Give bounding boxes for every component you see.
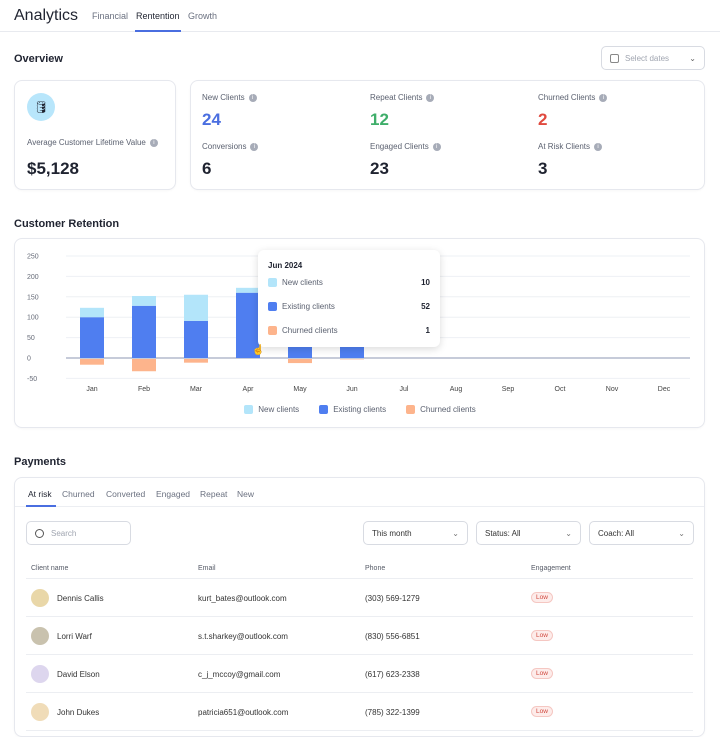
avatar — [31, 627, 49, 645]
tabs-divider — [15, 506, 704, 507]
bar-churned-clients — [288, 359, 312, 363]
cell-phone: (303) 569-1279 — [365, 594, 420, 603]
tooltip-label: Churned clients — [282, 326, 338, 335]
chart-legend: New clients Existing clients Churned clien… — [0, 405, 720, 414]
legend-item[interactable]: New clients — [244, 405, 299, 414]
x-tick-label: Mar — [190, 386, 203, 393]
x-tick-label: Jan — [86, 386, 97, 393]
x-tick-label: Dec — [658, 386, 671, 393]
y-tick-label: -50 — [27, 376, 37, 383]
avatar — [31, 703, 49, 721]
bar-churned-clients — [132, 359, 156, 371]
filter-dropdown[interactable]: This month⌄ — [363, 521, 468, 545]
column-header[interactable]: Engagement — [531, 565, 571, 572]
table-row[interactable]: John Dukes patricia651@outlook.com (785) 3… — [26, 693, 693, 731]
cell-name: Lorri Warf — [57, 632, 92, 641]
active-tab-indicator — [26, 505, 56, 507]
x-tick-label: Nov — [606, 386, 619, 393]
y-tick-label: 50 — [27, 335, 35, 342]
tooltip-value: 10 — [421, 278, 430, 287]
retention-chart: 250 200 150 100 50 0 -50 Jan Feb Mar Apr May Jun Jul A… — [0, 0, 720, 440]
cell-email[interactable]: patricia651@outlook.com — [198, 708, 288, 717]
filter-dropdown[interactable]: Coach: All⌄ — [589, 521, 694, 545]
legend-swatch — [406, 405, 415, 414]
y-tick-label: 100 — [27, 315, 39, 322]
table-row[interactable]: Dennis Callis kurt_bates@outlook.com (303)… — [26, 579, 693, 617]
x-tick-label: Jul — [400, 386, 409, 393]
legend-swatch — [244, 405, 253, 414]
tooltip-swatch — [268, 326, 277, 335]
x-tick-label: Aug — [450, 386, 463, 393]
cell-name: Dennis Callis — [57, 594, 104, 603]
chart-tooltip: Jun 2024 New clients 10 Existing clients 52… — [258, 250, 440, 347]
tooltip-title: Jun 2024 — [268, 261, 302, 270]
y-tick-label: 150 — [27, 294, 39, 301]
legend-item[interactable]: Existing clients — [319, 405, 386, 414]
column-header[interactable]: Phone — [365, 565, 385, 572]
x-tick-label: Jun — [346, 386, 357, 393]
legend-swatch — [319, 405, 328, 414]
tooltip-swatch — [268, 302, 277, 311]
table-row[interactable]: David Elson c_j_mccoy@gmail.com (617) 623-… — [26, 655, 693, 693]
y-tick-label: 200 — [27, 274, 39, 281]
x-tick-label: Oct — [555, 386, 566, 393]
cell-phone: (830) 556-6851 — [365, 632, 420, 641]
search-input[interactable]: Search — [26, 521, 131, 545]
bar-existing-clients — [184, 321, 208, 358]
filter-dropdown[interactable]: Status: All⌄ — [476, 521, 581, 545]
payments-title: Payments — [14, 456, 66, 468]
payments-tab[interactable]: Churned — [62, 489, 95, 499]
bar-existing-clients — [132, 306, 156, 358]
cell-email[interactable]: kurt_bates@outlook.com — [198, 594, 287, 603]
engagement-badge: Low — [531, 668, 553, 679]
legend-label: Churned clients — [420, 405, 476, 414]
y-tick-label: 0 — [27, 356, 31, 363]
table-row[interactable]: Lorri Warf s.t.sharkey@outlook.com (830) 5… — [26, 617, 693, 655]
bar-new-clients — [184, 295, 208, 321]
x-tick-label: Apr — [243, 386, 255, 393]
payments-tab[interactable]: Engaged — [156, 489, 190, 499]
legend-label: New clients — [258, 405, 299, 414]
payments-tab[interactable]: At risk — [28, 489, 52, 499]
engagement-badge: Low — [531, 630, 553, 641]
cell-email[interactable]: s.t.sharkey@outlook.com — [198, 632, 288, 641]
payments-tab[interactable]: New — [237, 489, 254, 499]
tooltip-value: 52 — [421, 302, 430, 311]
y-tick-label: 250 — [27, 254, 39, 261]
x-tick-label: Sep — [502, 386, 515, 393]
tooltip-value: 1 — [426, 326, 430, 335]
tooltip-swatch — [268, 278, 277, 287]
cell-phone: (617) 623-2338 — [365, 670, 420, 679]
bar-churned-clients — [80, 359, 104, 365]
bar-new-clients — [80, 308, 104, 317]
chevron-down-icon: ⌄ — [678, 529, 685, 538]
legend-label: Existing clients — [333, 405, 386, 414]
search-icon — [35, 529, 44, 538]
cell-phone: (785) 322-1399 — [365, 708, 420, 717]
cell-name: David Elson — [57, 670, 100, 679]
cell-name: John Dukes — [57, 708, 99, 717]
avatar — [31, 589, 49, 607]
chevron-down-icon: ⌄ — [565, 529, 572, 538]
cell-email[interactable]: c_j_mccoy@gmail.com — [198, 670, 280, 679]
engagement-badge: Low — [531, 706, 553, 717]
column-header[interactable]: Client name — [31, 565, 68, 572]
search-placeholder: Search — [51, 529, 76, 538]
x-tick-label: May — [293, 386, 307, 393]
bar-new-clients — [236, 288, 260, 293]
cursor-icon: ☝ — [252, 345, 264, 356]
tooltip-label: Existing clients — [282, 302, 335, 311]
legend-item[interactable]: Churned clients — [406, 405, 476, 414]
chevron-down-icon: ⌄ — [452, 529, 459, 538]
payments-tab[interactable]: Converted — [106, 489, 145, 499]
avatar — [31, 665, 49, 683]
payments-tab[interactable]: Repeat — [200, 489, 227, 499]
tooltip-label: New clients — [282, 278, 323, 287]
column-header[interactable]: Email — [198, 565, 216, 572]
bar-churned-clients — [184, 359, 208, 363]
bar-new-clients — [132, 296, 156, 306]
x-tick-label: Feb — [138, 386, 150, 393]
engagement-badge: Low — [531, 592, 553, 603]
bar-existing-clients — [80, 317, 104, 358]
